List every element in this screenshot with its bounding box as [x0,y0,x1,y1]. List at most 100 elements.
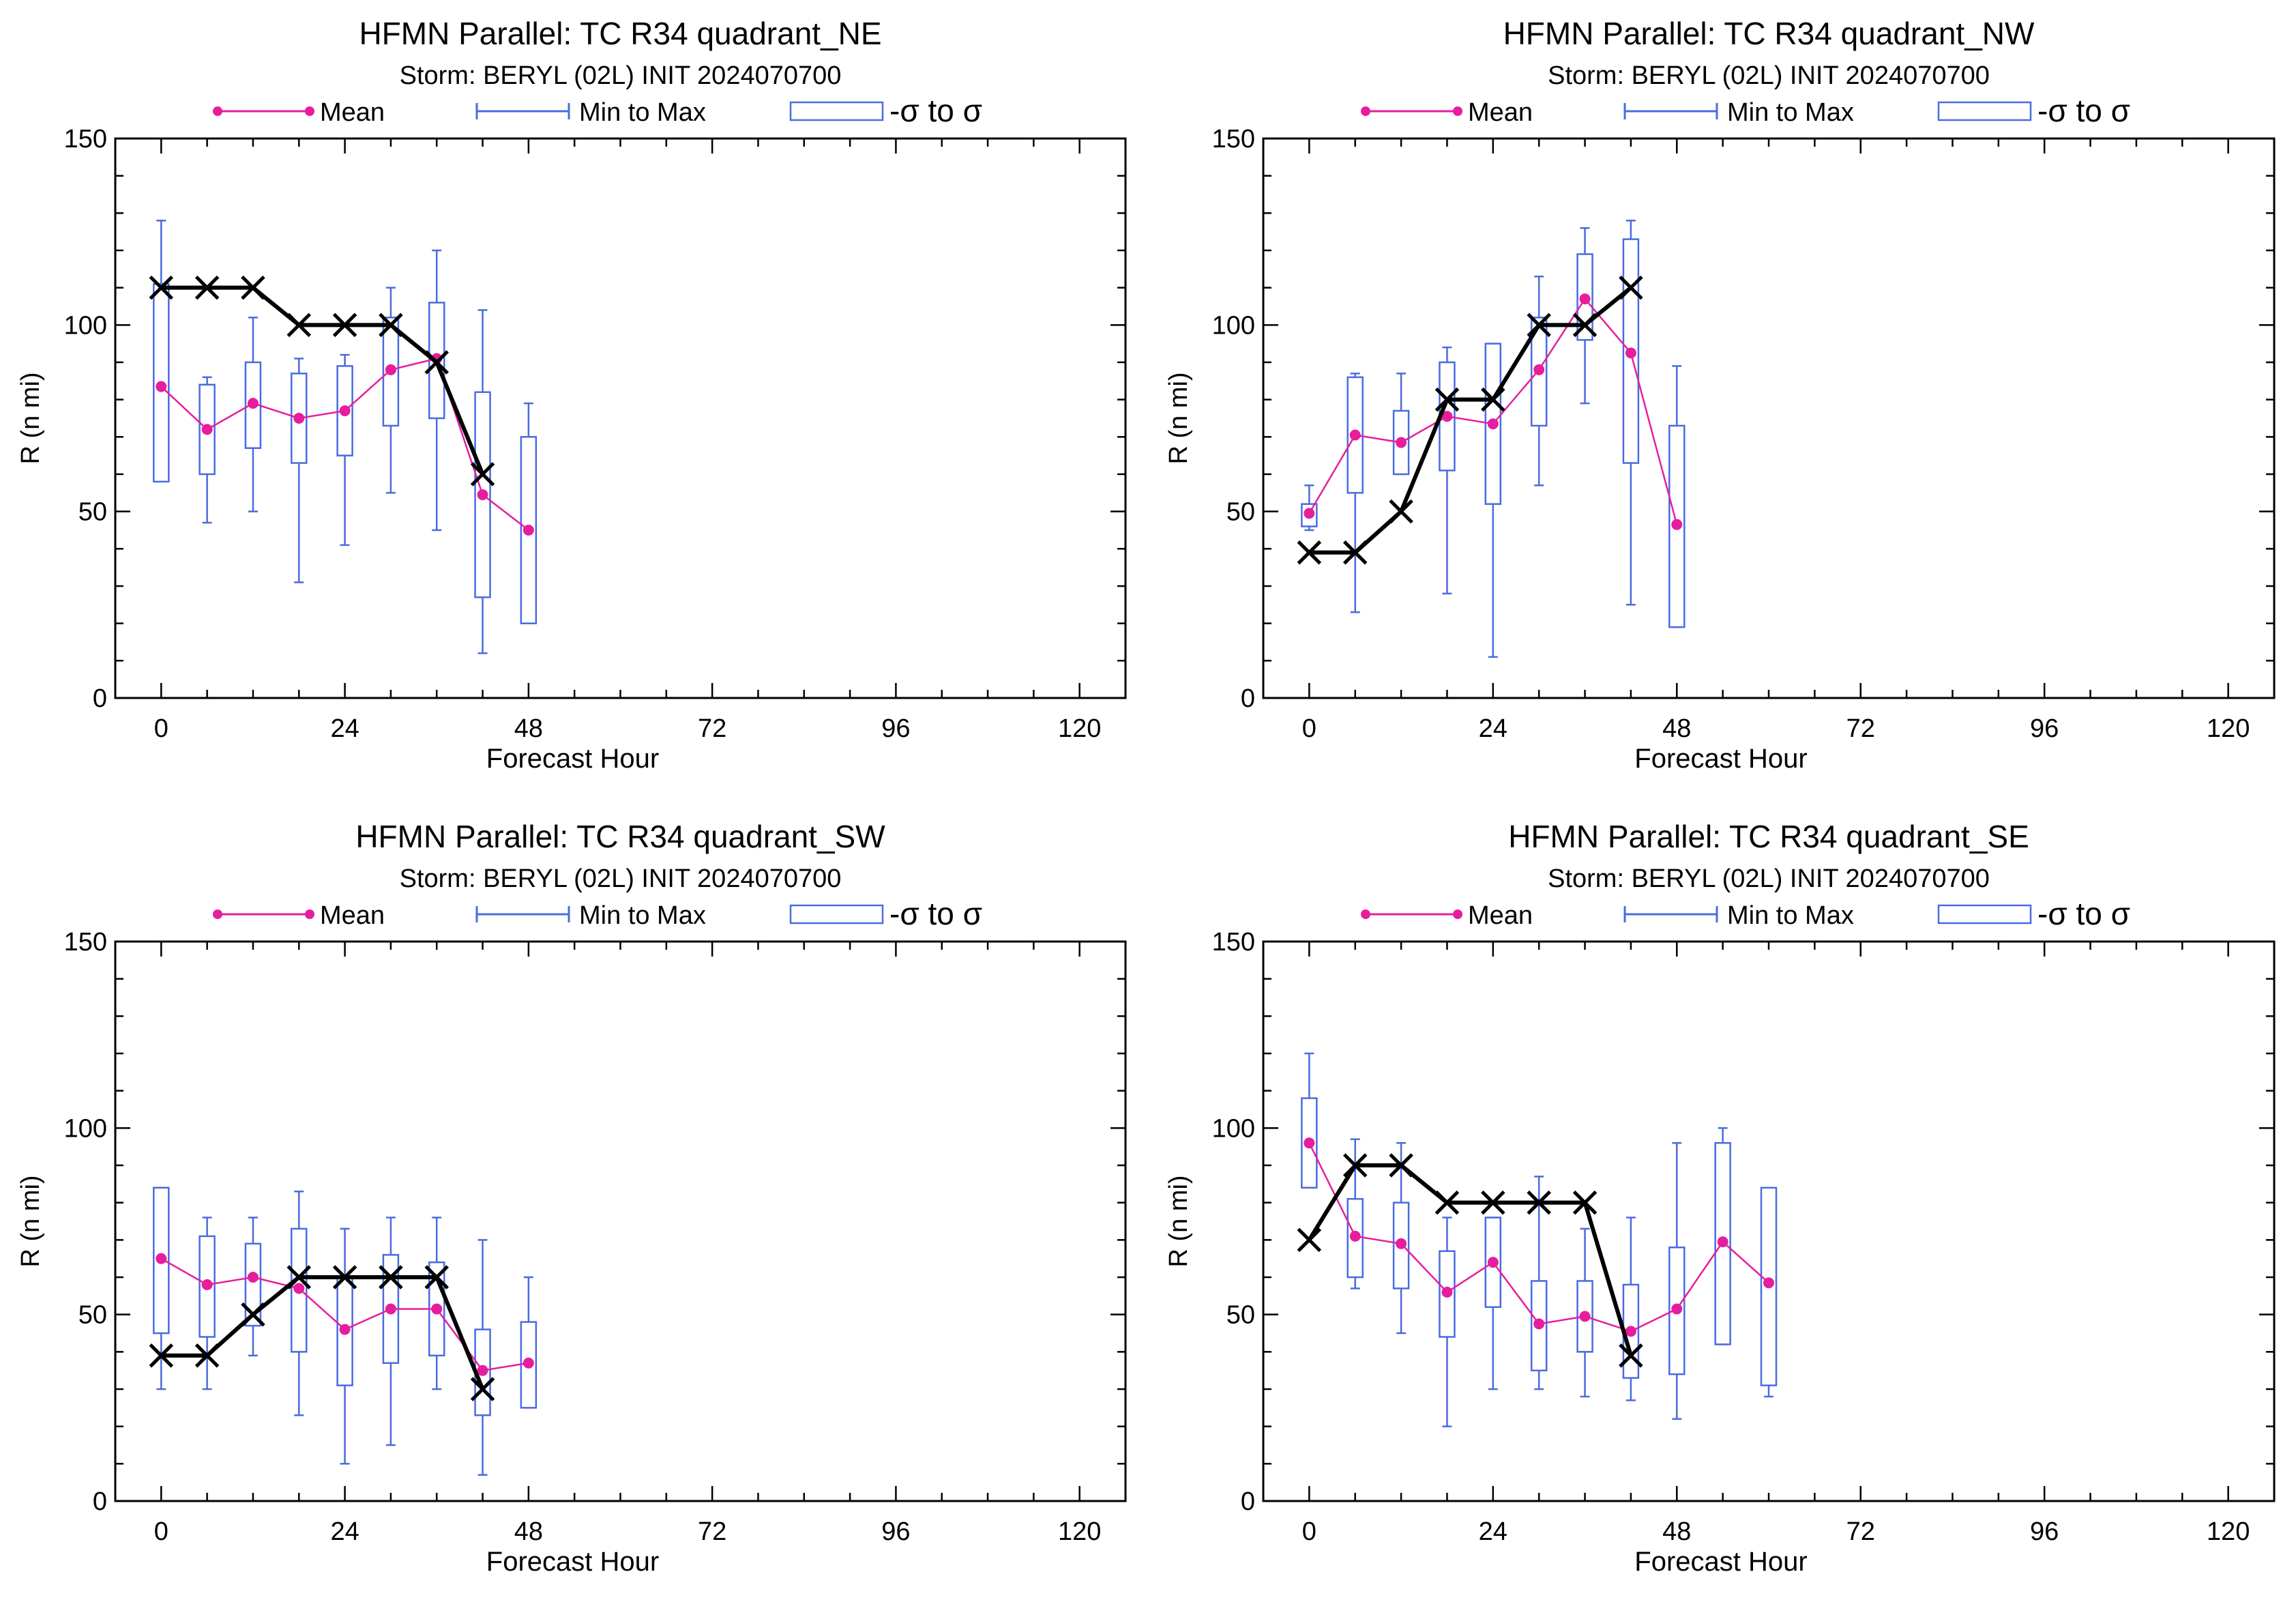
mean-point [339,1324,351,1335]
mean-point [385,1303,396,1315]
x-tick-label: 120 [1058,714,1101,743]
mean-point [1533,1318,1545,1330]
plot-frame [114,137,1127,699]
legend: Mean Min to Max -σ to σ [213,896,982,931]
plot-frame [1262,137,2276,699]
y-tick-label: 50 [78,498,107,527]
legend-box-label: -σ to σ [889,896,982,931]
y-axis-label: R (n mi) [16,372,45,464]
legend: Mean Min to Max -σ to σ [1361,93,2130,128]
legend-range-label: Min to Max [579,98,706,127]
y-tick-label: 0 [1241,684,1255,713]
observed-point [332,312,357,338]
chart-panel-0: HFMN Parallel: TC R34 quadrant_NE Storm: … [16,16,1127,774]
x-axis-label: Forecast Hour [1634,744,1807,774]
legend-mean-marker [1361,909,1370,919]
observed-line [1307,1163,1633,1356]
mean-point [1533,364,1545,375]
x-tick-label: 24 [330,714,359,743]
observed-point [1389,1153,1413,1178]
mean-point [477,1365,488,1376]
y-axis-label: R (n mi) [16,1175,45,1267]
x-tick-label: 96 [2030,1517,2059,1546]
x-tick-label: 48 [514,714,543,743]
x-axis-label: Forecast Hour [1634,1547,1807,1577]
legend-mean-label: Mean [320,98,385,127]
observed-point [1481,387,1505,412]
legend-mean-label: Mean [320,901,385,930]
x-tick-label: 120 [2207,1517,2250,1546]
x-tick-label: 48 [1662,714,1691,743]
observed-point [1572,312,1598,338]
chart-title: HFMN Parallel: TC R34 quadrant_NW [1503,16,2035,51]
mean-point [1441,411,1453,422]
legend-range-label: Min to Max [1727,901,1854,930]
legend-box-swatch [1937,101,2032,121]
x-tick-label: 24 [1479,714,1507,743]
observed-point [286,1265,312,1290]
legend-box-swatch [789,904,884,924]
x-axis-label: Forecast Hour [486,744,659,774]
legend-box-label: -σ to σ [2037,896,2130,931]
mean-point [1487,418,1499,430]
mean-point [339,405,351,417]
legend-box-label: -σ to σ [889,93,982,128]
chart-subtitle: Storm: BERYL (02L) INIT 2024070700 [400,864,842,893]
mean-point [523,1357,534,1369]
mean-point [1625,347,1636,359]
legend-mean-marker [1361,106,1370,116]
mean-point [1625,1326,1636,1337]
mean-point [1717,1236,1728,1248]
observed-point [1619,275,1643,300]
observed-point [1572,1190,1598,1215]
mean-point [1579,1311,1591,1322]
y-tick-label: 150 [1212,928,1255,957]
x-tick-label: 96 [2030,714,2059,743]
x-tick-label: 48 [514,1517,543,1546]
observed-point [1342,1153,1368,1178]
legend-box-label: -σ to σ [2037,93,2130,128]
chart-title: HFMN Parallel: TC R34 quadrant_NE [359,16,881,51]
chart-panel-2: HFMN Parallel: TC R34 quadrant_SW Storm: … [16,819,1127,1577]
chart-subtitle: Storm: BERYL (02L) INIT 2024070700 [1548,61,1990,90]
x-tick-label: 120 [2207,714,2250,743]
y-tick-label: 0 [93,1487,107,1516]
observed-point [241,275,265,300]
mean-point [523,525,534,536]
chart-subtitle: Storm: BERYL (02L) INIT 2024070700 [400,61,842,90]
observed-point [379,1265,403,1290]
chart-title: HFMN Parallel: TC R34 quadrant_SW [355,819,885,854]
observed-point [149,275,174,300]
y-axis-label: R (n mi) [1164,372,1193,464]
x-tick-label: 72 [1846,1517,1875,1546]
x-tick-label: 96 [881,714,910,743]
observed-point [149,1343,174,1368]
chart-title: HFMN Parallel: TC R34 quadrant_SE [1508,819,2029,854]
legend-range-label: Min to Max [1727,98,1854,127]
mean-point [1304,508,1315,519]
legend-mean-marker [213,909,222,919]
mean-point [385,364,396,375]
legend-box-swatch [1937,904,2032,924]
x-tick-label: 0 [154,714,168,743]
mean-point [1349,429,1361,441]
observed-point [1342,540,1368,565]
x-tick-label: 72 [698,1517,726,1546]
mean-point [1441,1286,1453,1298]
y-tick-label: 50 [78,1301,107,1330]
chart-panel-3: HFMN Parallel: TC R34 quadrant_SE Storm: … [1164,819,2276,1577]
legend: Mean Min to Max -σ to σ [213,93,982,128]
observed-point [1527,312,1551,338]
mean-point [1671,1303,1683,1315]
y-tick-label: 100 [64,1114,107,1143]
observed-point [1389,499,1413,524]
observed-point [194,1343,220,1368]
x-tick-label: 24 [1479,1517,1507,1546]
x-tick-label: 0 [1302,1517,1316,1546]
x-tick-label: 0 [1302,714,1316,743]
sigma-box [244,1242,262,1327]
mean-point [156,1253,167,1264]
mean-point [477,489,488,501]
observed-point [424,350,449,375]
